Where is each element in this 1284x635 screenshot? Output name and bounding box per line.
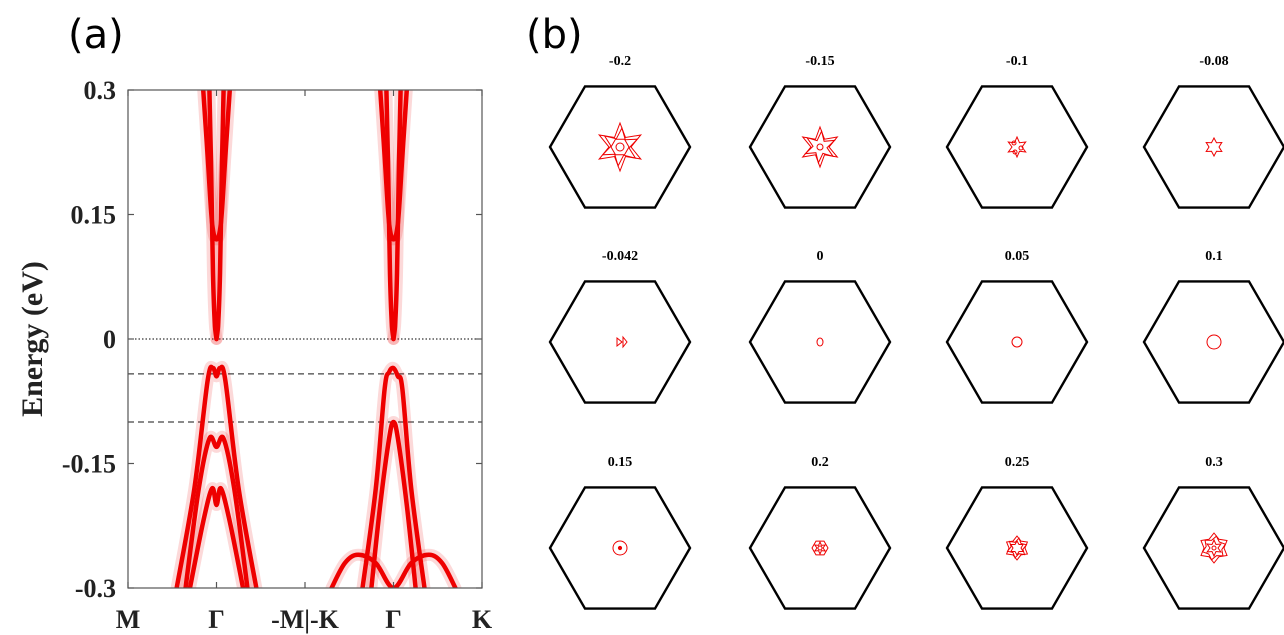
- brillouin-zone-9: [748, 486, 892, 610]
- contour-title-2: -0.1: [1006, 54, 1028, 69]
- contour-9: [811, 540, 829, 556]
- contour-subplot-2: -0.1: [945, 54, 1089, 209]
- contour-7: [1206, 334, 1222, 350]
- contour-subplot-3: -0.08: [1142, 54, 1284, 209]
- contour-3: [1205, 136, 1223, 158]
- contour-title-9: 0.2: [811, 455, 829, 470]
- bands: [170, 90, 462, 588]
- contour-subplot-4: -0.042: [548, 249, 692, 404]
- contour-title-0: -0.2: [609, 54, 631, 69]
- band-7: [391, 90, 403, 342]
- band-structure-plot: 0.3 0.15 0 -0.15 -0.3M Γ -M|-K Γ K Energy (eV): [16, 76, 493, 634]
- band-10: [369, 419, 418, 588]
- contour-10: [1005, 535, 1029, 561]
- ytick-label-3: -0.15: [62, 450, 116, 479]
- xtick-label-1: Γ: [208, 605, 225, 634]
- ytick-label-0: 0.3: [84, 76, 117, 105]
- ytick-label-2: 0: [103, 325, 116, 354]
- contour-6: [1011, 336, 1023, 348]
- band-8: [377, 90, 410, 242]
- band-5: [187, 486, 246, 588]
- contour-title-4: -0.042: [602, 249, 638, 264]
- contour-8: [612, 540, 628, 556]
- contour-subplot-10: 0.25: [945, 455, 1089, 610]
- band-4: [183, 434, 250, 588]
- brillouin-zone-8: [548, 486, 692, 610]
- contour-subplot-11: 0.3: [1142, 455, 1284, 610]
- brillouin-zone-4: [548, 280, 692, 404]
- brillouin-zone-0: [548, 85, 692, 209]
- brillouin-zone-3: [1142, 85, 1284, 209]
- contour-title-6: 0.05: [1005, 249, 1030, 264]
- contour-5: [816, 337, 824, 347]
- contour-title-7: 0.1: [1205, 249, 1223, 264]
- band-0: [207, 90, 219, 342]
- band-3: [174, 364, 259, 588]
- brillouin-zone-10: [945, 486, 1089, 610]
- panel-a-label: (a): [68, 12, 124, 58]
- contour-title-1: -0.15: [805, 54, 834, 69]
- brillouin-zone-5: [748, 280, 892, 404]
- contour-title-5: 0: [817, 249, 824, 264]
- contour-subplot-5: 0: [748, 249, 892, 404]
- band-1: [214, 90, 226, 342]
- contour-subplot-1: -0.15: [748, 54, 892, 209]
- panel-b-label: (b): [526, 12, 583, 58]
- ytick-label-4: -0.3: [75, 574, 116, 603]
- contour-title-8: 0.15: [608, 455, 633, 470]
- contour-subplot-6: 0.05: [945, 249, 1089, 404]
- contour-11: [1200, 532, 1228, 564]
- band-2: [200, 90, 233, 242]
- contour-subplot-7: 0.1: [1142, 249, 1284, 404]
- fermi-surface-grid: -0.2 -0.15 -0.1 -0.08 -0.042 0 0.05 0.1 0.15 0.2 0…: [548, 54, 1284, 610]
- brillouin-zone-6: [945, 280, 1089, 404]
- xtick-label-3: Γ: [385, 605, 402, 634]
- band-9: [360, 365, 427, 588]
- contour-title-3: -0.08: [1199, 54, 1228, 69]
- brillouin-zone-2: [945, 85, 1089, 209]
- contour-title-11: 0.3: [1205, 455, 1223, 470]
- contour-subplot-8: 0.15: [548, 455, 692, 610]
- xtick-label-2: -M|-K: [271, 605, 340, 634]
- xtick-label-4: K: [472, 605, 493, 634]
- contour-title-10: 0.25: [1005, 455, 1030, 470]
- contour-2: [1007, 135, 1027, 159]
- ytick-label-1: 0.15: [71, 201, 117, 230]
- contour-1: [801, 125, 839, 169]
- contour-subplot-9: 0.2: [748, 455, 892, 610]
- band-11: [329, 552, 458, 588]
- brillouin-zone-11: [1142, 486, 1284, 610]
- brillouin-zone-7: [1142, 280, 1284, 404]
- contour-0: [597, 121, 643, 173]
- xtick-label-0: M: [116, 605, 141, 634]
- brillouin-zone-1: [748, 85, 892, 209]
- contour-subplot-0: -0.2: [548, 54, 692, 209]
- contour-4: [616, 335, 628, 349]
- y-axis-label: Energy (eV): [16, 261, 49, 417]
- band-6: [384, 90, 396, 342]
